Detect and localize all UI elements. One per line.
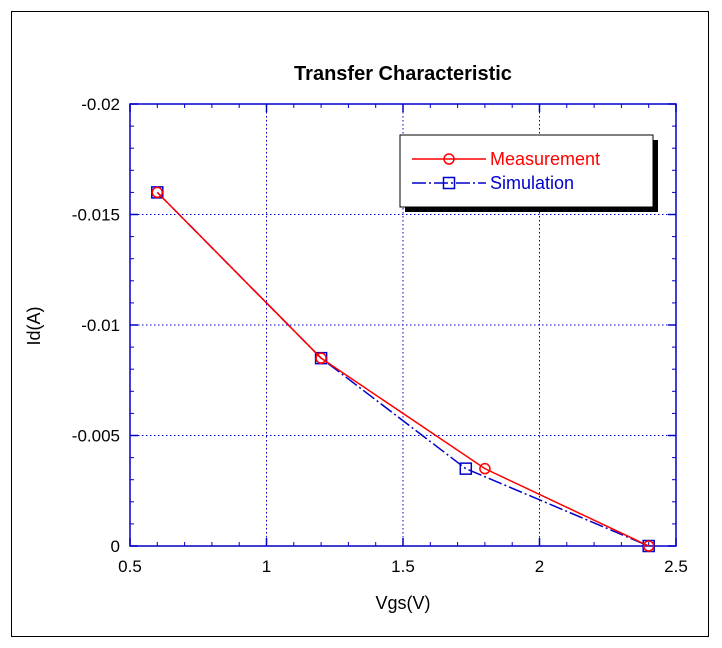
x-tick-label: 0.5 — [118, 557, 142, 576]
x-axis-label: Vgs(V) — [375, 593, 430, 613]
grid-lines — [130, 104, 676, 546]
y-tick-label: -0.015 — [72, 206, 120, 225]
data-point-simulation — [459, 462, 473, 475]
y-tick-label: -0.005 — [72, 427, 120, 446]
y-axis-label: Id(A) — [24, 306, 44, 345]
data-point-measurement — [479, 462, 491, 475]
data-point-measurement — [642, 540, 655, 552]
x-tick-label: 1.5 — [391, 557, 415, 576]
legend: Measurement Simulation — [399, 134, 658, 212]
y-tick-label: -0.01 — [81, 316, 120, 335]
series-layer — [151, 186, 655, 553]
axis-ticks: 0.5 1 1.5 2 2.5 0 -0.005 -0.01 -0.015 -0.02 — [72, 95, 688, 576]
y-tick-label: 0 — [111, 537, 120, 556]
x-tick-label: 2.5 — [664, 557, 688, 576]
data-point-measurement — [315, 352, 327, 364]
data-point-measurement — [151, 186, 164, 199]
figure-frame — [11, 11, 709, 637]
x-tick-label: 2 — [535, 557, 544, 576]
x-tick-label: 1 — [262, 557, 271, 576]
series-measurement — [151, 186, 655, 552]
series-line-measurement — [156, 191, 650, 547]
legend-label-simulation: Simulation — [490, 173, 574, 193]
legend-label-measurement: Measurement — [490, 149, 600, 169]
legend-entry-measurement: Measurement — [412, 149, 600, 169]
legend-marker-measurement — [443, 153, 455, 165]
chart-title: Transfer Characteristic — [294, 63, 512, 85]
legend-marker-simulation — [442, 176, 456, 190]
y-tick-label: -0.02 — [81, 95, 120, 114]
legend-box — [399, 134, 654, 208]
legend-entry-simulation: Simulation — [412, 173, 574, 193]
